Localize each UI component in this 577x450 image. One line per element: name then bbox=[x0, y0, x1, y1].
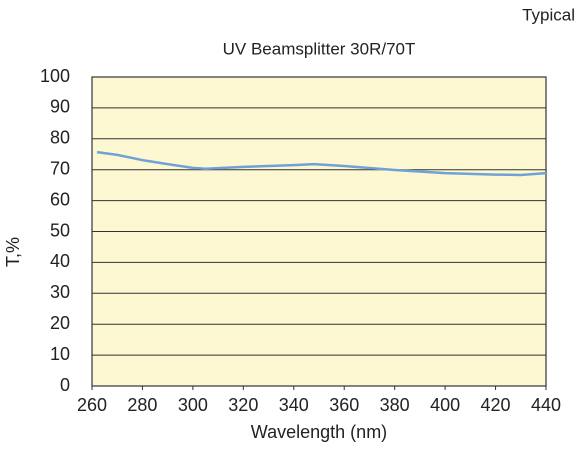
x-tick-label: 280 bbox=[127, 395, 157, 415]
x-tick-label: 440 bbox=[531, 395, 561, 415]
y-tick-label: 10 bbox=[50, 344, 70, 364]
x-tick-label: 420 bbox=[481, 395, 511, 415]
corner-label: Typical bbox=[522, 5, 575, 24]
x-tick-label: 400 bbox=[430, 395, 460, 415]
y-tick-label: 80 bbox=[50, 128, 70, 148]
y-tick-label: 0 bbox=[60, 375, 70, 395]
plot-frame bbox=[91, 76, 547, 387]
data-line bbox=[96, 150, 547, 177]
y-tick-label: 20 bbox=[50, 313, 70, 333]
chart-title: UV Beamsplitter 30R/70T bbox=[223, 39, 416, 58]
x-tick-label: 360 bbox=[329, 395, 359, 415]
y-axis-label: T,% bbox=[3, 237, 23, 267]
x-tick-label: 380 bbox=[380, 395, 410, 415]
y-tick-label: 100 bbox=[40, 66, 70, 86]
y-tick-label: 40 bbox=[50, 251, 70, 271]
x-tick-label: 320 bbox=[228, 395, 258, 415]
y-tick-label: 90 bbox=[50, 97, 70, 117]
x-tick-label: 300 bbox=[178, 395, 208, 415]
y-tick-label: 70 bbox=[50, 158, 70, 178]
x-tick-label: 340 bbox=[279, 395, 309, 415]
x-tick-label: 260 bbox=[77, 395, 107, 415]
y-tick-label: 60 bbox=[50, 189, 70, 209]
y-tick-label: 50 bbox=[50, 220, 70, 240]
y-tick-label: 30 bbox=[50, 282, 70, 302]
x-axis-label: Wavelength (nm) bbox=[251, 422, 387, 442]
